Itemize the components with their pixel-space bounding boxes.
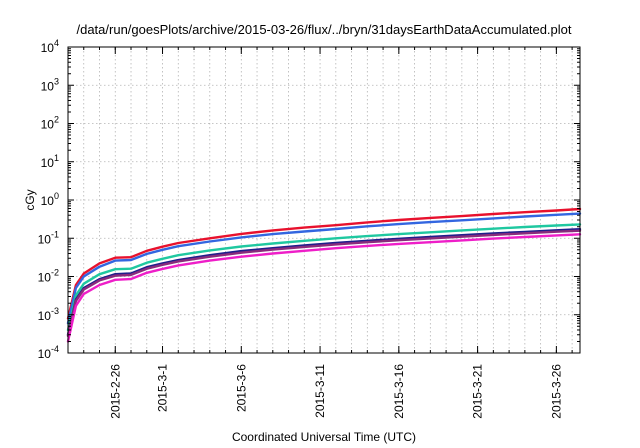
y-tick-label: 104 bbox=[41, 38, 59, 55]
series-line bbox=[66, 227, 582, 336]
series-line bbox=[66, 233, 582, 343]
x-tick-label: 2015-2-26 bbox=[108, 364, 122, 419]
series-group bbox=[66, 207, 582, 343]
series-line bbox=[66, 223, 582, 332]
series-line bbox=[66, 229, 582, 338]
grid bbox=[68, 47, 580, 353]
x-axis-label: Coordinated Universal Time (UTC) bbox=[232, 430, 416, 444]
y-axis-ticks: 10-4 10-3 10-2 10-1 100 101 102 103 104 bbox=[38, 38, 580, 361]
x-tick-label: 2015-3-1 bbox=[156, 364, 170, 412]
chart-title: /data/run/goesPlots/archive/2015-03-26/f… bbox=[76, 22, 571, 37]
y-tick-label: 101 bbox=[41, 153, 59, 170]
y-axis-label: cGy bbox=[23, 189, 37, 210]
y-tick-label: 10-1 bbox=[38, 229, 59, 246]
y-tick-label: 100 bbox=[41, 191, 59, 208]
y-tick-label: 103 bbox=[41, 76, 59, 93]
series-line bbox=[66, 212, 582, 325]
x-tick-label: 2015-3-26 bbox=[549, 364, 563, 419]
x-tick-label: 2015-3-16 bbox=[392, 364, 406, 419]
series-line bbox=[66, 207, 582, 320]
y-tick-label: 10-3 bbox=[38, 306, 59, 323]
x-axis-ticks: 2015-2-26 2015-3-1 2015-3-6 2015-3-11 2015-3… bbox=[83, 47, 573, 419]
y-tick-label: 10-2 bbox=[38, 268, 59, 285]
x-tick-label: 2015-3-6 bbox=[234, 364, 248, 412]
y-tick-label: 102 bbox=[41, 115, 59, 132]
x-tick-label: 2015-3-21 bbox=[471, 364, 485, 419]
y-tick-label: 10-4 bbox=[38, 344, 59, 361]
x-tick-label: 2015-3-11 bbox=[313, 364, 327, 418]
